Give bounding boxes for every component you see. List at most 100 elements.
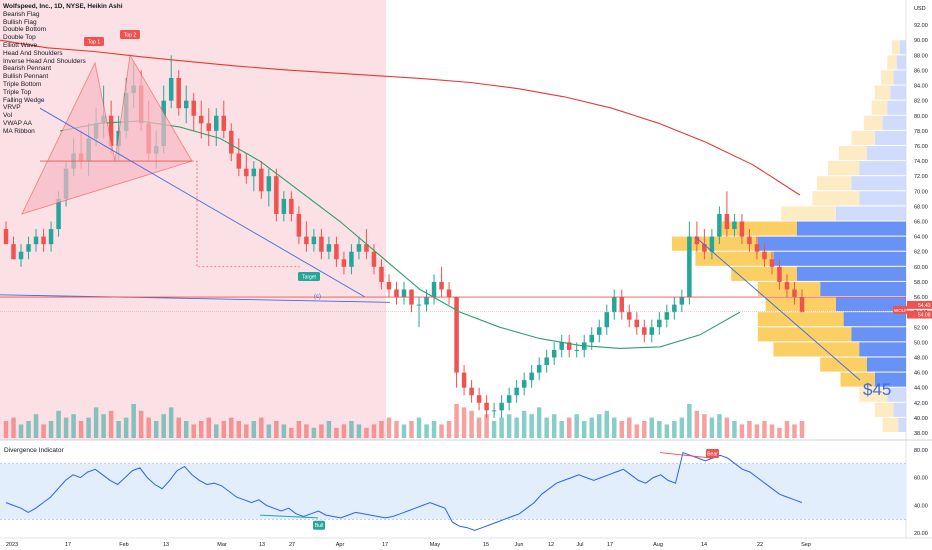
volume-profile-down bbox=[898, 417, 906, 432]
volume-bar bbox=[206, 417, 212, 438]
candle bbox=[739, 221, 745, 237]
legend-item[interactable]: Elliott Wave bbox=[3, 41, 38, 49]
x-tick-label: Aug bbox=[653, 542, 663, 548]
candle bbox=[3, 229, 9, 245]
legend-item[interactable]: Head And Shoulders bbox=[3, 49, 63, 57]
volume-bar bbox=[574, 414, 579, 438]
volume-profile-up bbox=[812, 191, 860, 206]
wave-c-label: (c) bbox=[314, 294, 321, 300]
volume-profile-down bbox=[887, 100, 906, 115]
candle bbox=[311, 236, 317, 245]
volume-profile-up bbox=[891, 40, 900, 55]
volume-profile-down bbox=[796, 221, 906, 236]
legend-item[interactable]: MA Ribbon bbox=[3, 127, 35, 135]
volume-bar bbox=[657, 421, 662, 438]
candle bbox=[304, 236, 309, 245]
candle bbox=[694, 236, 700, 245]
candle bbox=[484, 402, 489, 411]
candle bbox=[176, 77, 181, 109]
legend-item[interactable]: Double Bottom bbox=[3, 26, 46, 34]
x-tick-label: 17 bbox=[607, 542, 613, 548]
volume-bar bbox=[41, 424, 46, 438]
y-tick-label: 60.00 bbox=[914, 265, 928, 271]
volume-bar bbox=[26, 421, 31, 438]
volume-profile-down bbox=[893, 70, 906, 85]
candle bbox=[799, 297, 805, 313]
osc-y-tick-label: 40.00 bbox=[914, 503, 928, 509]
legend-item[interactable]: Double Top bbox=[3, 34, 36, 42]
y-tick-label: 38.00 bbox=[914, 431, 928, 437]
volume-profile-down bbox=[859, 191, 906, 206]
volume-bar bbox=[739, 424, 745, 438]
volume-profile-up bbox=[828, 161, 860, 176]
target-label: Target bbox=[302, 275, 317, 281]
candle bbox=[469, 387, 474, 396]
candle bbox=[506, 395, 512, 403]
x-tick-label: Mar bbox=[217, 542, 227, 548]
candle bbox=[206, 123, 212, 131]
volume-bar bbox=[214, 424, 219, 438]
osc-y-tick-label: 60.00 bbox=[914, 476, 928, 482]
volume-bar bbox=[3, 421, 9, 438]
volume-bar bbox=[566, 417, 572, 438]
y-tick-label: 48.00 bbox=[914, 355, 928, 361]
x-tick-label: 15 bbox=[483, 542, 489, 548]
candle bbox=[717, 213, 722, 237]
candle bbox=[514, 387, 519, 396]
y-tick-label: 72.00 bbox=[914, 174, 928, 180]
chart-title[interactable]: Wolfspeed, Inc., 1D, NYSE, Heikin Ashi bbox=[3, 3, 123, 10]
legend-item[interactable]: Bearish Flag bbox=[3, 10, 40, 18]
volume-profile-down bbox=[867, 145, 906, 161]
candle bbox=[18, 251, 24, 260]
candle bbox=[649, 327, 655, 335]
volume-bar bbox=[446, 421, 452, 438]
volume-bar bbox=[18, 424, 24, 438]
candle bbox=[664, 312, 670, 320]
legend-item[interactable]: Inverse Head And Shoulders bbox=[3, 57, 86, 65]
volume-bar bbox=[33, 414, 39, 438]
top1-label: Top 1 bbox=[88, 40, 100, 46]
volume-bar bbox=[484, 414, 489, 438]
support-line bbox=[0, 294, 391, 303]
volume-bar bbox=[717, 414, 722, 438]
candle bbox=[259, 168, 264, 192]
candle bbox=[416, 304, 422, 306]
legend-item[interactable]: Bearish Pennant bbox=[3, 65, 52, 73]
volume-bar bbox=[379, 421, 384, 438]
legend-item[interactable]: Bullish Pennant bbox=[3, 73, 49, 81]
candle bbox=[221, 115, 227, 131]
legend-item[interactable]: VRVP bbox=[3, 104, 21, 112]
volume-bar bbox=[604, 410, 610, 438]
volume-bar bbox=[664, 424, 670, 438]
top2-label: Top 2 bbox=[124, 33, 136, 39]
legend-item[interactable]: Vol bbox=[3, 112, 13, 120]
candle bbox=[326, 244, 332, 252]
volume-bar bbox=[461, 407, 467, 438]
volume-profile-down bbox=[874, 130, 906, 145]
volume-bar bbox=[491, 421, 497, 438]
volume-bar bbox=[229, 417, 234, 438]
projection-line bbox=[694, 236, 861, 381]
y-tick-label: 80.00 bbox=[914, 114, 928, 120]
legend-item[interactable]: Triple Bottom bbox=[3, 80, 42, 88]
volume-bar bbox=[454, 404, 459, 438]
y-tick-label: 86.00 bbox=[914, 68, 928, 74]
target-label-bg bbox=[298, 272, 320, 281]
candle bbox=[296, 213, 302, 237]
y-tick-label: 56.00 bbox=[914, 295, 928, 301]
volume-bar bbox=[191, 424, 196, 438]
y-tick-label: 90.00 bbox=[914, 38, 928, 44]
legend-item[interactable]: Falling Wedge bbox=[3, 96, 45, 104]
candle bbox=[266, 176, 272, 192]
volume-bar bbox=[153, 421, 159, 438]
legend-item[interactable]: Triple Top bbox=[3, 88, 32, 96]
volume-profile-down bbox=[835, 206, 906, 221]
candle bbox=[612, 297, 617, 313]
volume-bar bbox=[86, 417, 91, 438]
candle bbox=[627, 312, 632, 320]
legend-item[interactable]: Bullish Flag bbox=[3, 18, 37, 26]
osc-y-tick-label: 80.00 bbox=[914, 448, 928, 454]
legend-item[interactable]: VWAP AA bbox=[3, 119, 32, 127]
volume-bar bbox=[551, 414, 557, 438]
